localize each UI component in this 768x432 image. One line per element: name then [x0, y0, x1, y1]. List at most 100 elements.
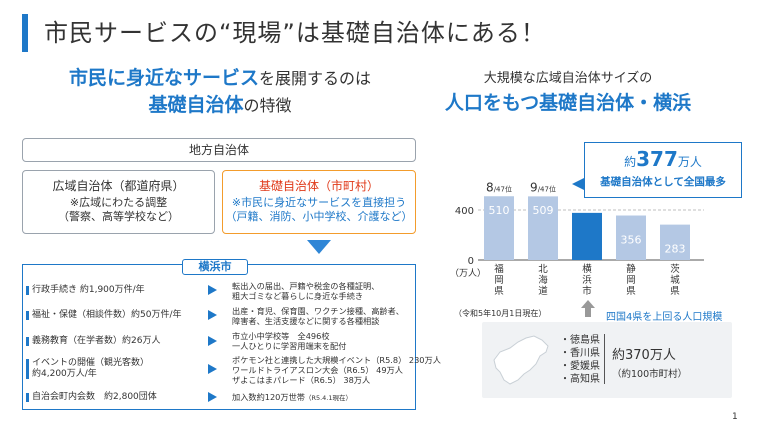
- row-3-right-line2: 一人ひとりに学習用端末を配付: [232, 341, 347, 351]
- row-2-left: 福祉・保健（相談件数）約50万件/年: [26, 310, 182, 320]
- date-note: （令和5年10月1日現在）: [454, 309, 547, 318]
- municipality-desc-2: （戸籍、消防、小中学校、介護など）: [225, 210, 413, 223]
- bar-value-label: 283: [665, 243, 686, 256]
- right-arrow-icon: [208, 285, 217, 295]
- callout-subtext: 基礎自治体として全国最多: [600, 176, 726, 188]
- row-4-right-line2: ワールドトライアスロン大会（R6.5） 49万人: [232, 365, 403, 375]
- category-label-char: 県: [670, 286, 680, 297]
- callout-tail: [572, 178, 584, 190]
- category-label-char: 岡: [626, 275, 636, 286]
- down-arrow-icon: [307, 240, 331, 254]
- pref-ehime: ・愛媛県: [560, 361, 600, 372]
- category-label-char: 海: [538, 274, 548, 286]
- row-5-right-note: （R5.4.1現在）: [304, 394, 353, 402]
- population-bar-chart: 0400（万人）5108/47位福岡県5099/47位北海道横浜市356静岡県2…: [450, 180, 704, 297]
- comparison-label: 四国4県を上回る人口規模: [606, 312, 723, 323]
- callout-suffix: 万人: [677, 155, 702, 169]
- shikoku-map-icon: [493, 335, 549, 385]
- bar: [660, 224, 690, 260]
- row-4-left-line2: 約4,200万人/年: [32, 369, 97, 379]
- row-5-left: 自治会町内会数 約2,800団体: [26, 392, 157, 402]
- row-2-right: 出産・育児、保育園、ワクチン接種、高齢者、 障害者、生活支援などに関する各種相談: [232, 306, 404, 326]
- category-label-char: 城: [670, 275, 680, 286]
- left-heading-emphasis-1: 市民に身近なサービス: [68, 67, 259, 89]
- shikoku-total: 約370万人: [612, 348, 676, 363]
- title-accent-bar: [22, 14, 28, 52]
- right-arrow-icon: [208, 364, 217, 374]
- rank-label: 9/47位: [530, 180, 556, 194]
- callout-prefix: 約: [624, 155, 637, 169]
- bar: [616, 215, 646, 260]
- shikoku-pref-list: ・徳島県 ・香川県 ・愛媛県 ・高知県: [560, 334, 600, 386]
- category-label-char: 横: [582, 263, 592, 275]
- prefecture-desc-1: ※広域にわたる調整: [69, 196, 168, 209]
- left-heading-text-2: の特徴: [243, 96, 292, 115]
- category-label-char: 浜: [582, 275, 592, 286]
- page-title: 市民サービスの“現場”は基礎自治体にある！: [44, 19, 546, 47]
- pref-kochi: ・高知県: [560, 374, 600, 385]
- bar-value-label: 510: [489, 204, 510, 217]
- row-2-right-line1: 出産・育児、保育園、ワクチン接種、高齢者、: [232, 306, 404, 316]
- left-heading-line2: 基礎自治体の特徴: [60, 92, 380, 119]
- right-arrow-icon: [208, 392, 217, 402]
- row-4-right: ポケモン社と連携した大規模イベント（R5.8） 230万人 ワールドトライアスロ…: [232, 355, 441, 385]
- prefecture-box: 広域自治体（都道府県） ※広域にわたる調整 （警察、高等学校など）: [22, 170, 215, 234]
- municipality-desc-1: ※市民に身近なサービスを直接担う: [231, 196, 407, 209]
- yokohama-label: 横浜市: [182, 259, 248, 275]
- category-label-char: 福: [494, 263, 504, 275]
- callout-population: 約377万人: [585, 146, 741, 175]
- category-label-char: 北: [538, 264, 548, 275]
- rank-label: 8/47位: [486, 180, 512, 194]
- bar: [528, 196, 558, 260]
- yokohama-callout: 約377万人 基礎自治体として全国最多: [584, 142, 742, 198]
- category-label-char: 茨: [670, 263, 680, 275]
- left-heading-emphasis-2: 基礎自治体: [148, 94, 244, 116]
- category-label-char: 県: [494, 286, 504, 297]
- shikoku-municipalities: （約100市町村）: [612, 369, 688, 380]
- category-label-char: 岡: [494, 275, 504, 286]
- right-arrow-icon: [208, 310, 217, 320]
- up-arrow-icon: [581, 300, 595, 308]
- row-5-right: 加入数約120万世帯（R5.4.1現在）: [232, 392, 352, 403]
- row-1-right-line1: 転出入の届出、戸籍や税金の各種証明、: [232, 281, 380, 291]
- bar-value-label: 356: [621, 234, 642, 247]
- right-heading-line1: 大規模な広域自治体サイズの: [483, 71, 653, 86]
- row-4-right-line1: ポケモン社と連携した大規模イベント（R5.8） 230万人: [232, 355, 441, 365]
- municipality-title: 基礎自治体（市町村）: [258, 179, 379, 193]
- left-heading-text-1: を展開するのは: [259, 69, 372, 88]
- municipality-box: 基礎自治体（市町村） ※市民に身近なサービスを直接担う （戸籍、消防、小中学校、…: [222, 170, 416, 234]
- callout-number: 377: [636, 147, 678, 171]
- bar: [484, 196, 514, 260]
- page-number: 1: [732, 412, 738, 422]
- row-3-left: 義務教育（在学者数）約26万人: [25, 336, 161, 346]
- local-government-box: 地方自治体: [22, 138, 416, 162]
- row-3-right: 市立小中学校等 全496校 一人ひとりに学習用端末を配付: [232, 331, 346, 351]
- category-label-char: 市: [582, 285, 592, 297]
- prefecture-title: 広域自治体（都道府県）: [52, 179, 185, 193]
- shikoku-brace: [604, 334, 609, 384]
- row-1-right-line2: 粗大ゴミなど暮らしに身近な手続き: [232, 291, 364, 301]
- row-4-left-line1: イベントの開催（観光客数）: [32, 358, 150, 368]
- category-label-char: 道: [538, 285, 548, 297]
- right-arrow-icon: [208, 336, 217, 346]
- row-4-left: イベントの開催（観光客数） 約4,200万人/年: [25, 358, 150, 380]
- row-5-right-main: 加入数約120万世帯: [232, 392, 305, 402]
- up-arrow-stem: [585, 308, 591, 317]
- y-tick-label: 0: [468, 256, 474, 267]
- row-1-right: 転出入の届出、戸籍や税金の各種証明、 粗大ゴミなど暮らしに身近な手続き: [232, 281, 379, 301]
- row-3-right-line1: 市立小中学校等 全496校: [232, 331, 330, 341]
- pref-kagawa: ・香川県: [560, 348, 600, 359]
- y-axis-unit: （万人）: [450, 268, 486, 279]
- bar-value-label: 509: [533, 204, 554, 217]
- pref-tokushima: ・徳島県: [560, 335, 600, 346]
- y-tick-label: 400: [455, 206, 474, 217]
- row-1-left: 行政手続き 約1,900万件/年: [26, 285, 145, 295]
- bar: [572, 212, 602, 260]
- category-label-char: 静: [626, 263, 636, 275]
- right-heading-line2: 人口をもつ基礎自治体・横浜: [444, 92, 692, 114]
- row-2-right-line2: 障害者、生活支援などに関する各種相談: [232, 316, 380, 326]
- row-4-right-line3: ザよこはまパレード（R6.5） 38万人: [232, 375, 371, 385]
- left-heading-line1: 市民に身近なサービスを展開するのは: [60, 66, 380, 91]
- prefecture-desc-2: （警察、高等学校など）: [58, 210, 179, 223]
- category-label-char: 県: [626, 286, 636, 297]
